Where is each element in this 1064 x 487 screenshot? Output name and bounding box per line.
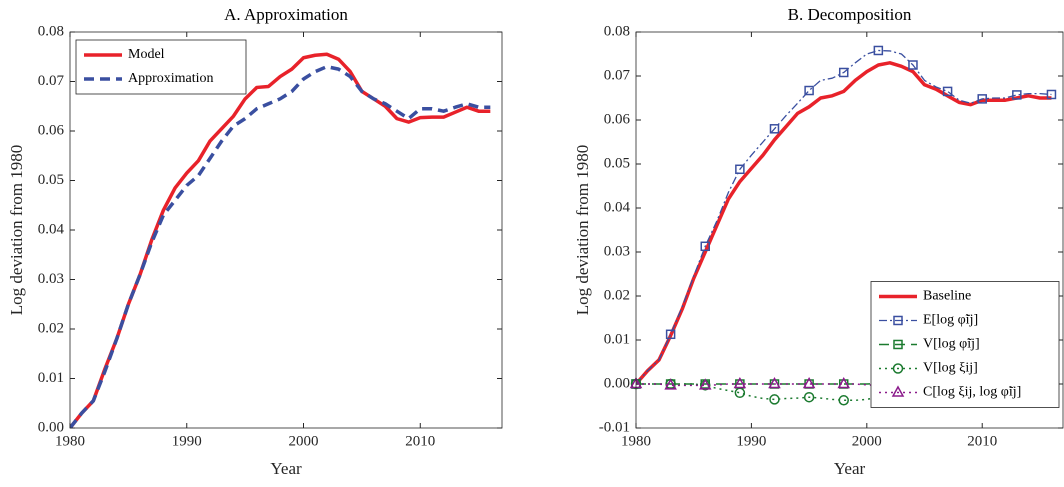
marker [700,241,710,252]
marker [735,164,745,175]
y-tick-label: -0.01 [599,419,630,435]
marker [908,60,918,70]
y-tick-label: 0.05 [604,155,630,171]
x-axis-label: Year [270,459,302,478]
y-tick-label: 0.08 [38,23,64,39]
x-tick-label: 1990 [736,433,766,449]
legend-label: C[log ξij, log φ̃ij] [923,385,1021,400]
y-tick-label: 0.06 [38,122,65,138]
marker [837,376,851,389]
marker [769,124,780,134]
series-line [70,52,491,428]
marker [803,391,815,403]
marker [893,339,903,350]
y-tick-label: 0.03 [604,243,630,259]
y-axis-label: Log deviation from 1980 [573,145,592,315]
x-tick-label: 2000 [289,433,319,449]
legend-label: Model [128,47,165,62]
marker [802,376,816,389]
marker [891,385,905,397]
plot-area [70,32,502,428]
marker [873,45,884,56]
plot-frame [69,31,503,429]
x-tick-label: 2010 [405,433,435,449]
y-tick-label: 0.07 [38,73,65,89]
marker [804,85,814,96]
marker [838,395,849,406]
marker [734,387,746,399]
marker [768,376,781,389]
y-tick-label: 0.00 [38,419,64,435]
y-tick-label: 0.06 [604,111,631,127]
marker [892,363,904,374]
x-tick-label: 2000 [852,433,882,449]
y-tick-label: 0.00 [604,375,630,391]
series-line [636,49,1052,385]
marker [893,315,903,326]
y-tick-label: 0.01 [38,370,64,386]
series-line [636,380,1052,385]
marker [977,94,987,104]
marker [733,376,747,389]
marker [1046,89,1057,100]
marker [665,329,676,340]
marker [942,86,953,97]
x-tick-label: 1980 [55,433,85,449]
marker [769,394,780,405]
y-axis-label: Log deviation from 1980 [7,145,26,315]
chart-title: B. Decomposition [788,5,912,24]
chart-title: A. Approximation [224,5,348,24]
legend-label: Baseline [923,289,971,304]
legend-label: E[log φ̃ij] [923,313,978,328]
marker [1012,90,1022,100]
series-line [636,61,1052,386]
x-tick-label: 2010 [967,433,997,449]
x-tick-label: 1990 [172,433,202,449]
x-axis-label: Year [834,459,866,478]
y-tick-label: 0.02 [604,287,630,303]
y-tick-label: 0.07 [604,67,631,83]
legend-label: V[log φ̃ij] [923,337,980,352]
legend-label: V[log ξij] [923,361,978,376]
legend-box [75,39,247,95]
y-tick-label: 0.01 [604,331,630,347]
legend-label: Approximation [128,71,214,86]
plot-frame [635,31,1064,429]
series-line [70,64,491,428]
marker [698,378,712,390]
y-tick-label: 0.08 [604,23,630,39]
y-tick-label: 0.05 [38,172,64,188]
y-tick-label: 0.04 [38,221,65,237]
y-tick-label: 0.04 [604,199,631,215]
marker [664,378,677,390]
y-tick-label: 0.03 [38,271,64,287]
y-tick-label: 0.02 [38,320,64,336]
x-tick-label: 1980 [621,433,651,449]
marker [838,67,849,78]
